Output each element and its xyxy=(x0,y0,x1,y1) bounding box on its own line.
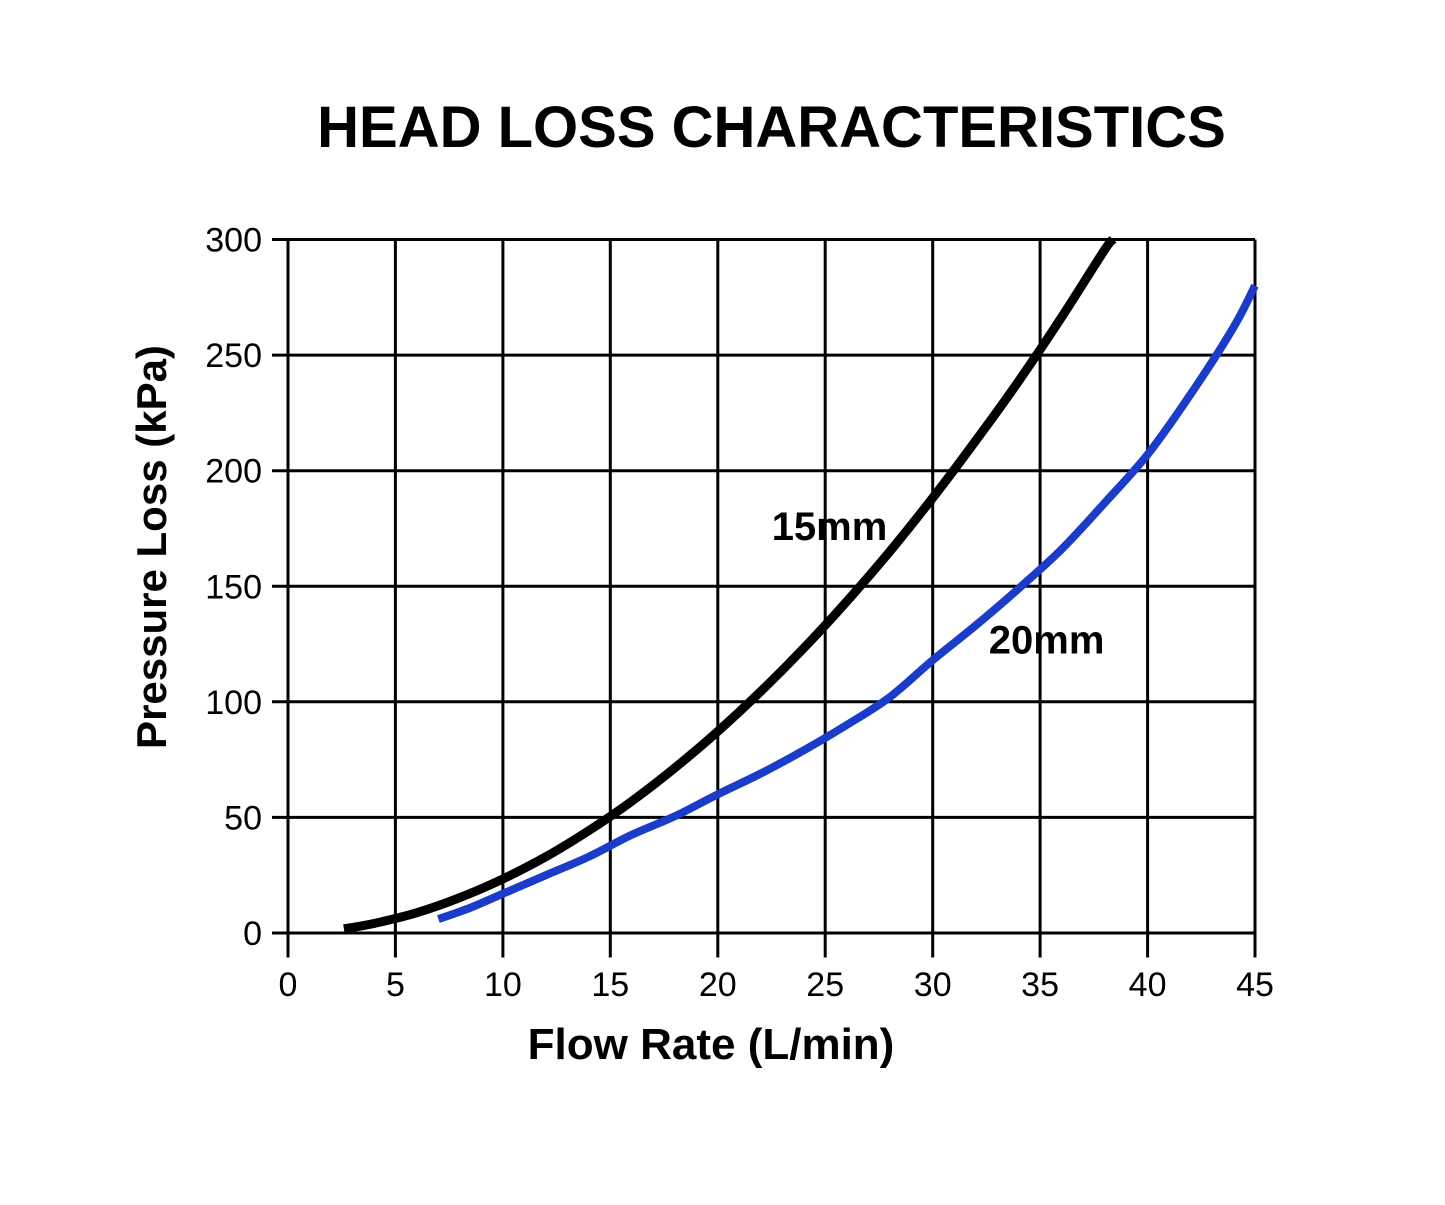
curve-15mm xyxy=(343,235,1117,934)
x-tick-label: 0 xyxy=(279,966,298,1004)
chart-title: HEAD LOSS CHARACTERISTICS xyxy=(317,95,1226,160)
x-tick-label: 30 xyxy=(914,966,952,1004)
x-tick-label: 15 xyxy=(591,966,629,1004)
x-tick-label: 35 xyxy=(1021,966,1059,1004)
curve-20mm xyxy=(437,283,1259,923)
y-tick-label: 250 xyxy=(205,337,262,375)
x-tick-label: 20 xyxy=(699,966,737,1004)
x-tick-label: 45 xyxy=(1236,966,1274,1004)
y-tick-label: 150 xyxy=(205,568,262,606)
y-tick-label: 50 xyxy=(224,799,262,837)
x-tick-label: 25 xyxy=(806,966,844,1004)
curve-label-15mm: 15mm xyxy=(772,505,888,549)
x-axis-title: Flow Rate (L/min) xyxy=(527,1020,895,1069)
x-tick-label: 40 xyxy=(1129,966,1167,1004)
curve-label-20mm: 20mm xyxy=(989,618,1105,662)
y-tick-label: 0 xyxy=(243,915,262,953)
y-tick-label: 300 xyxy=(205,222,262,260)
y-tick-label: 100 xyxy=(205,684,262,722)
x-tick-label: 5 xyxy=(386,966,405,1004)
x-tick-label: 10 xyxy=(484,966,522,1004)
y-tick-label: 200 xyxy=(205,453,262,491)
